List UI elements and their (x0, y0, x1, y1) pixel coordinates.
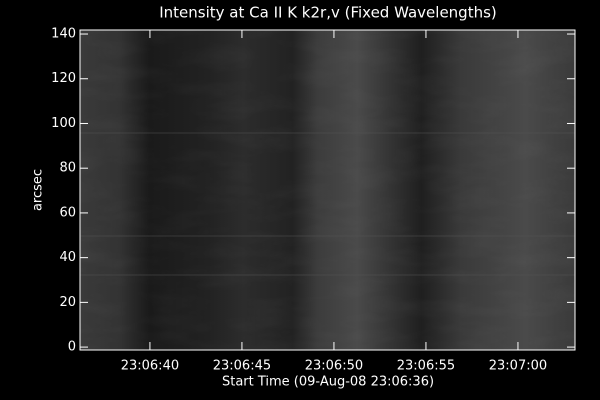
y-tick-label: 0 (68, 340, 76, 355)
x-tick-label: 23:06:50 (305, 359, 363, 374)
y-tick-label: 120 (51, 71, 76, 86)
x-tick-label: 23:07:00 (489, 359, 547, 374)
plot-frame (79, 29, 576, 351)
x-tick-label: 23:06:40 (121, 359, 179, 374)
y-tick-label: 40 (59, 250, 76, 265)
x-axis-label: Start Time (09-Aug-08 23:06:36) (222, 375, 434, 390)
solar-image (80, 30, 575, 350)
y-tick-label: 140 (51, 27, 76, 42)
y-axis-label: arcsec (31, 169, 46, 211)
x-tick-label: 23:06:45 (213, 359, 271, 374)
y-tick-label: 100 (51, 116, 76, 131)
x-tick-label: 23:06:55 (397, 359, 455, 374)
y-tick-label: 60 (59, 205, 76, 220)
y-tick-label: 80 (59, 161, 76, 176)
chart-title: Intensity at Ca II K k2r,v (Fixed Wavele… (159, 4, 497, 22)
y-tick-label: 20 (59, 295, 76, 310)
